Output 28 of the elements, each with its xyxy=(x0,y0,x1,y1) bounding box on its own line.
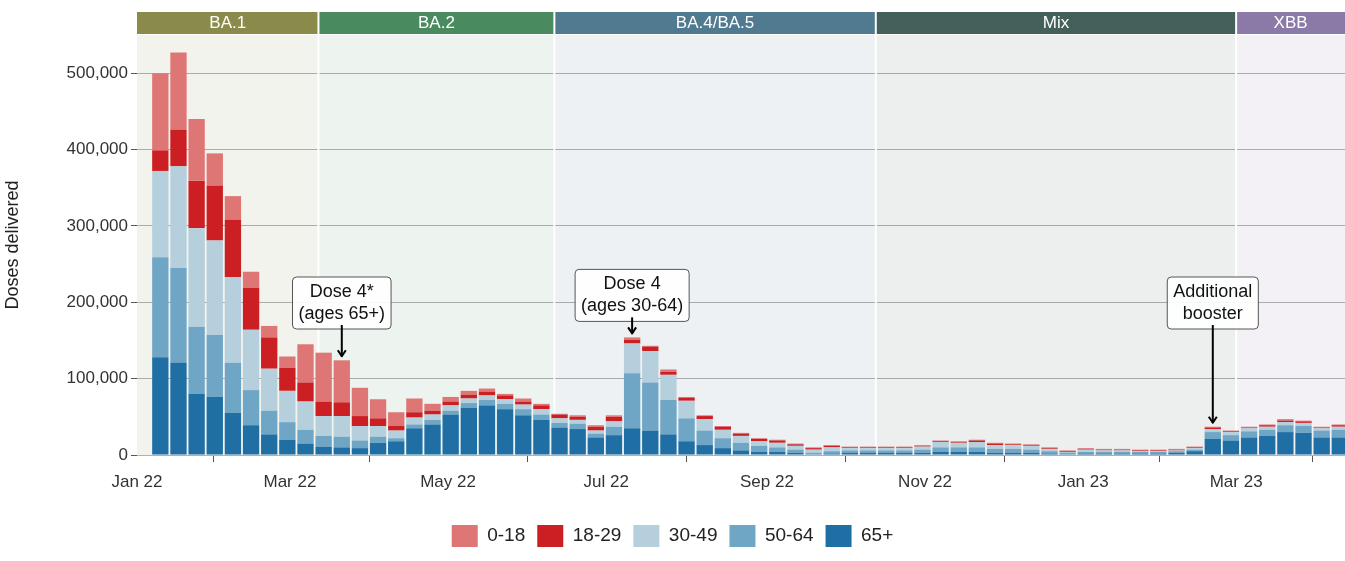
legend-label: 50-64 xyxy=(764,524,814,546)
band-label: BA.1 xyxy=(209,12,247,32)
legend-label: 18-29 xyxy=(572,524,622,546)
x-tick-label: May 22 xyxy=(420,471,476,491)
annotation: Dose 4 (ages 30-64) xyxy=(581,273,684,316)
y-tick-label: 500,000 xyxy=(66,62,128,82)
legend-label: 65+ xyxy=(861,524,894,546)
x-tick-label: Mar 22 xyxy=(263,471,317,491)
band-label: XBB xyxy=(1273,12,1308,32)
y-tick-label: 400,000 xyxy=(66,139,128,159)
x-tick-label: Jan 22 xyxy=(111,471,163,491)
y-tick-label: 300,000 xyxy=(66,215,128,235)
x-tick-label: Sep 22 xyxy=(739,471,794,491)
x-tick-label: Mar 23 xyxy=(1209,471,1263,491)
y-tick-label: 0 xyxy=(118,444,128,464)
band-label: BA.2 xyxy=(417,12,455,32)
annotation: Dose 4* (ages 65+) xyxy=(298,280,386,323)
x-tick-label: Nov 22 xyxy=(898,471,952,491)
y-tick-label: 100,000 xyxy=(66,368,128,388)
y-tick-label: 200,000 xyxy=(66,291,128,311)
legend-label: 30-49 xyxy=(668,524,718,546)
band-label: BA.4/BA.5 xyxy=(675,12,755,32)
legend-label: 0-18 xyxy=(487,524,526,546)
annotation: Additional booster xyxy=(1173,280,1253,323)
band-label: Mix xyxy=(1042,12,1070,32)
x-tick-label: Jan 23 xyxy=(1057,471,1109,491)
y-axis-title: Doses delivered xyxy=(1,180,22,310)
x-tick-label: Jul 22 xyxy=(583,471,629,491)
